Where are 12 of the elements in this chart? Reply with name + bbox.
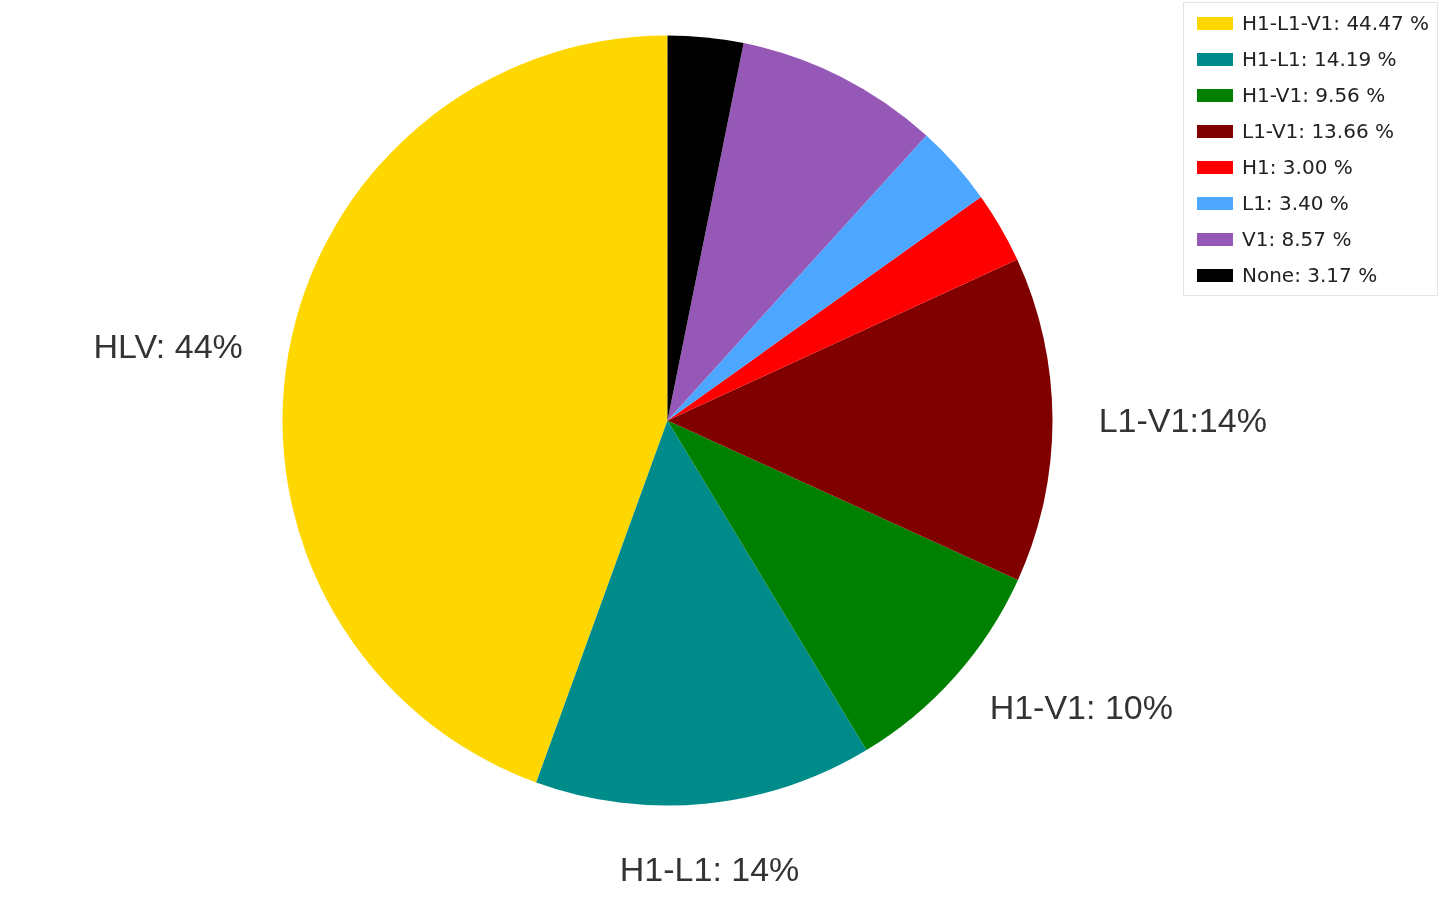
text: H1-L1: 14% (619, 849, 800, 888)
legend-label: None: 3.17 % (1241, 263, 1378, 287)
legend-label: H1-L1: 14.19 % (1241, 47, 1397, 71)
legend-label: H1-V1: 9.56 % (1241, 83, 1386, 107)
legend-label: L1: 3.40 % (1241, 191, 1349, 215)
text: L1-V1:14% (1098, 400, 1267, 439)
legend-label: V1: 8.57 % (1241, 227, 1352, 251)
legend-label: H1-L1-V1: 44.47 % (1241, 11, 1429, 35)
text: H1-V1: 10% (989, 688, 1173, 727)
legend-label: H1: 3.00 % (1241, 155, 1353, 179)
legend-label: L1-V1: 13.66 % (1241, 119, 1395, 143)
text: HLV: 44% (93, 326, 243, 365)
